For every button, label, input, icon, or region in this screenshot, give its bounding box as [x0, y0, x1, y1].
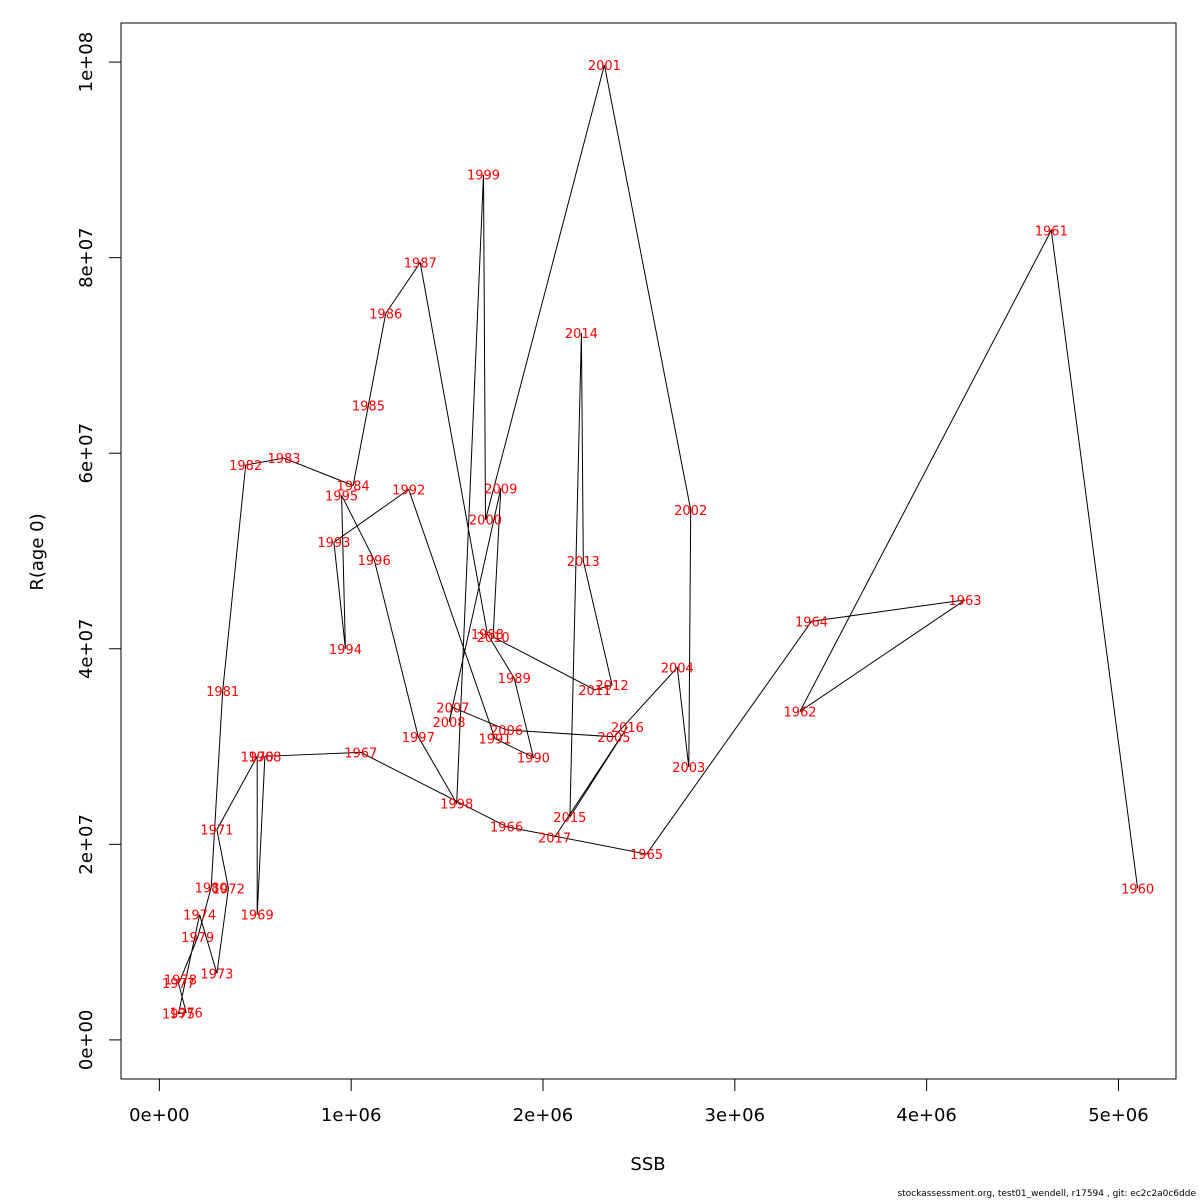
year-label: 1983 [267, 452, 300, 467]
year-label: 2004 [661, 661, 694, 676]
year-label: 1989 [498, 672, 531, 687]
year-label: 1965 [630, 848, 663, 863]
y-tick-label: 4e+07 [76, 619, 97, 680]
year-label: 1980 [195, 881, 228, 896]
year-label: 2007 [436, 701, 469, 716]
year-label: 1979 [181, 931, 214, 946]
x-tick-label: 1e+06 [321, 1105, 382, 1126]
year-label: 2012 [596, 679, 629, 694]
year-label: 1970 [241, 750, 274, 765]
year-label: 2013 [567, 555, 600, 570]
year-label: 1987 [404, 257, 437, 272]
year-label: 2001 [588, 59, 621, 74]
year-label: 1974 [183, 909, 216, 924]
year-label: 1976 [170, 1007, 203, 1022]
year-label: 1993 [317, 536, 350, 551]
year-label: 1988 [471, 628, 504, 643]
year-label: 1968 [248, 750, 281, 765]
y-tick-label: 6e+07 [76, 423, 97, 484]
year-label: 2002 [674, 504, 707, 519]
year-label: 2014 [565, 327, 598, 342]
y-axis-title: R(age 0) [27, 513, 48, 590]
year-label: 2008 [432, 716, 465, 731]
year-label: 1962 [783, 705, 816, 720]
year-label: 1985 [352, 399, 385, 414]
year-label: 1973 [200, 967, 233, 982]
x-tick-label: 0e+00 [129, 1105, 190, 1126]
year-label: 1966 [490, 821, 523, 836]
year-label: 1967 [344, 746, 377, 761]
year-label: 1998 [440, 797, 473, 812]
footer-credit: stockassessment.org, test01_wendell, r17… [897, 1189, 1196, 1199]
year-label: 1971 [200, 824, 233, 839]
year-label: 1982 [229, 459, 262, 474]
y-tick-label: 1e+08 [76, 32, 97, 93]
year-label: 1990 [517, 751, 550, 766]
year-label: 1964 [795, 615, 828, 630]
year-label: 2017 [538, 831, 571, 846]
year-label: 1992 [392, 483, 425, 498]
year-labels: 1960 1961 1962 1963 1964 1965 1966 1967 1968 1969… [162, 59, 1154, 1022]
year-label: 1997 [402, 731, 435, 746]
year-label: 2011 [578, 684, 611, 699]
year-label: 1986 [369, 307, 402, 322]
year-label: 1981 [206, 685, 239, 700]
year-label: 1963 [948, 594, 981, 609]
y-tick-label: 0e+00 [76, 1010, 97, 1071]
year-label: 1991 [478, 733, 511, 748]
year-label: 1960 [1121, 882, 1154, 897]
y-tick-label: 8e+07 [76, 227, 97, 288]
year-label: 2003 [672, 761, 705, 776]
year-label: 1972 [212, 882, 245, 897]
trajectory-line [177, 64, 1139, 1015]
year-label: 1961 [1035, 224, 1068, 239]
year-label: 2005 [597, 731, 630, 746]
year-label: 1995 [325, 489, 358, 504]
year-label: 1996 [358, 554, 391, 569]
year-label: 2009 [484, 482, 517, 497]
x-axis-title: SSB [630, 1154, 665, 1175]
x-tick-label: 5e+06 [1088, 1105, 1149, 1126]
x-axis: 0e+00 1e+06 2e+06 3e+06 4e+06 5e+06 [129, 1078, 1149, 1126]
x-tick-label: 3e+06 [705, 1105, 766, 1126]
year-label: 1978 [164, 973, 197, 988]
year-label: 1984 [337, 479, 370, 494]
plot-frame [120, 22, 1177, 1080]
year-label: 2000 [469, 514, 502, 529]
year-label: 1999 [467, 169, 500, 184]
year-label: 1977 [162, 977, 195, 992]
x-tick-label: 4e+06 [896, 1105, 957, 1126]
year-label: 2006 [490, 724, 523, 739]
year-label: 2010 [477, 631, 510, 646]
year-label: 2016 [611, 721, 644, 736]
x-tick-label: 2e+06 [513, 1105, 574, 1126]
y-tick-label: 2e+07 [76, 814, 97, 875]
year-label: 1994 [329, 643, 362, 658]
y-axis: 0e+00 2e+07 4e+07 6e+07 8e+07 1e+08 [76, 32, 122, 1071]
year-label: 1975 [162, 1007, 195, 1022]
year-label: 2015 [553, 811, 586, 826]
year-label: 1969 [241, 909, 274, 924]
